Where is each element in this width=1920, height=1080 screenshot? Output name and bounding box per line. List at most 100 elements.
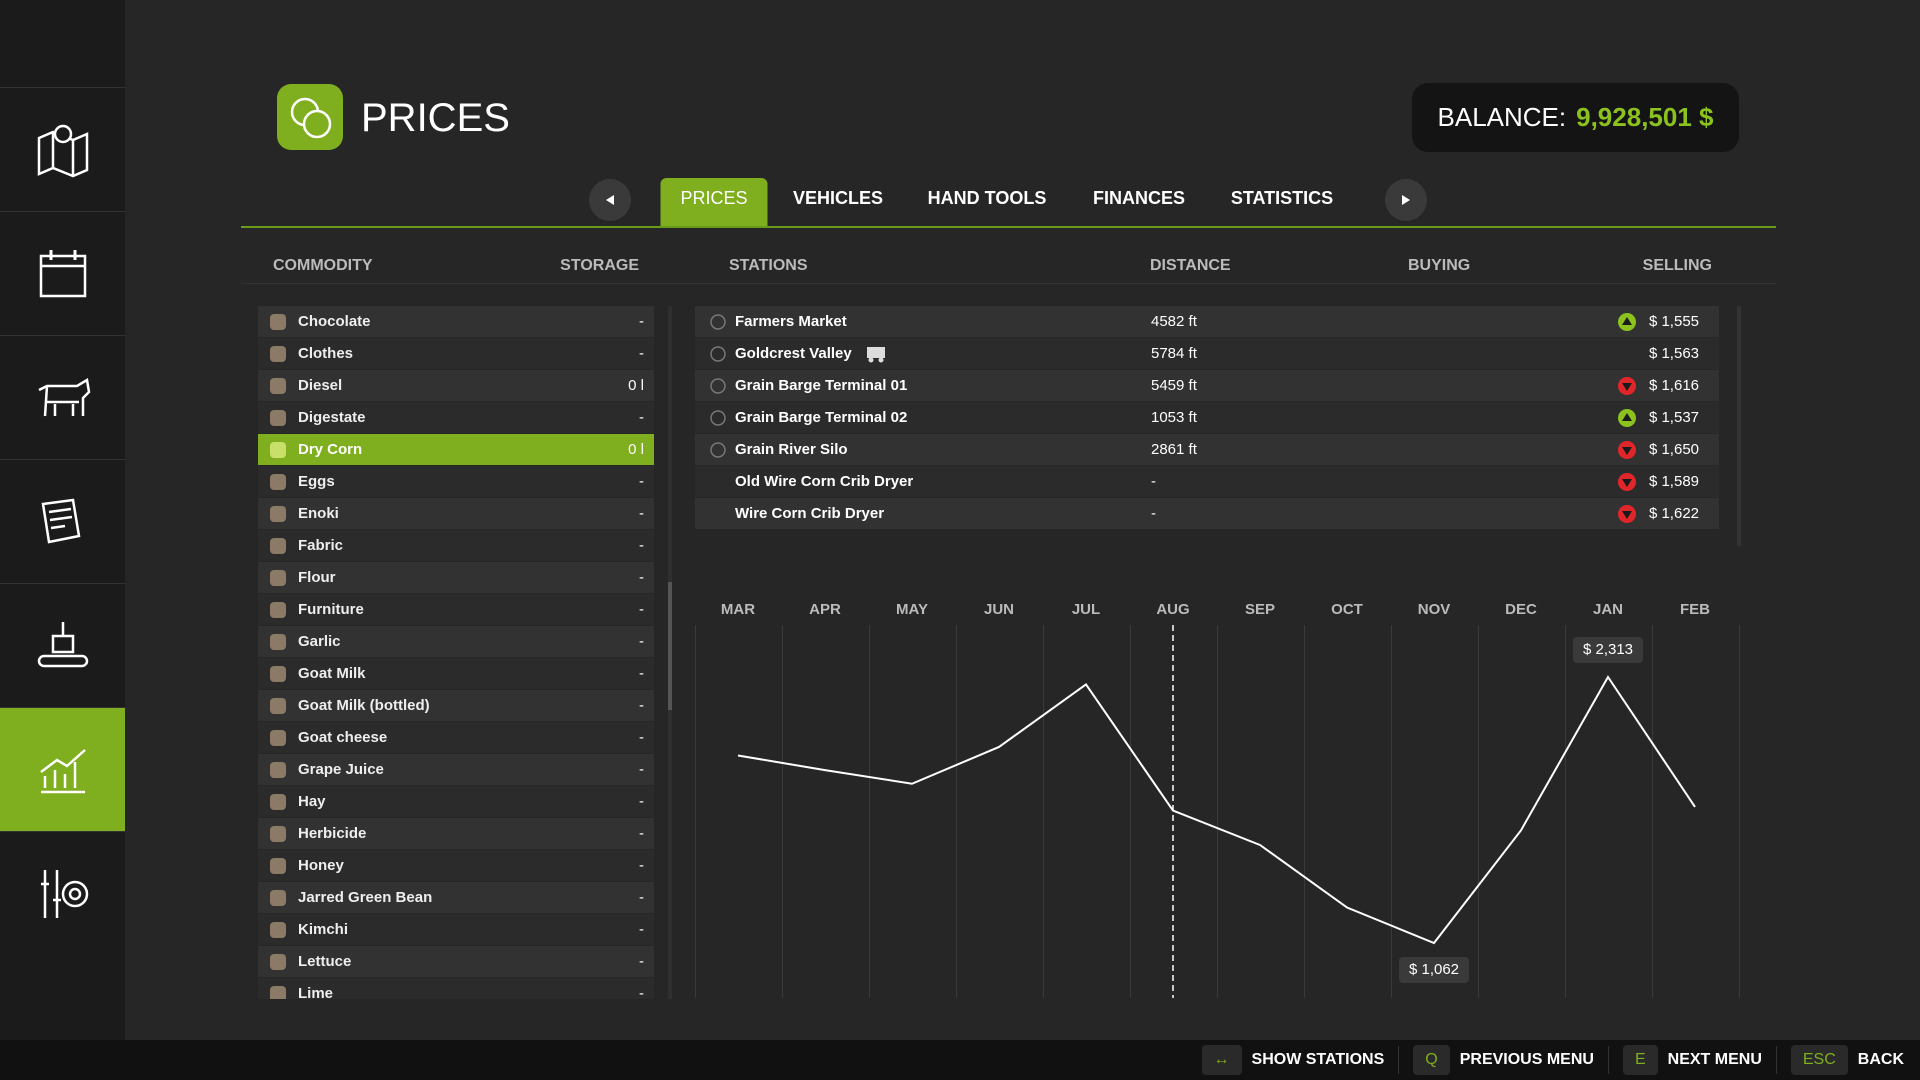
page-title: PRICES (361, 96, 510, 140)
month-label: APR (809, 601, 841, 618)
commodity-name: Hay (298, 793, 326, 810)
footer-action[interactable]: E NEXT MENU (1622, 1045, 1762, 1075)
animals-button[interactable] (0, 335, 125, 459)
commodity-row[interactable]: Eggs - (258, 466, 654, 497)
commodity-row[interactable]: Dry Corn 0 l (258, 434, 654, 465)
commodity-row[interactable]: Diesel 0 l (258, 370, 654, 401)
map-button[interactable] (0, 87, 125, 211)
footer-separator (1607, 1046, 1609, 1074)
tab[interactable]: STATISTICS (1230, 188, 1334, 208)
action-label: PREVIOUS MENU (1459, 1051, 1594, 1068)
scroll-thumb[interactable] (668, 582, 672, 710)
commodity-name: Diesel (298, 377, 343, 394)
price-line (737, 675, 1696, 945)
commodity-storage: - (639, 505, 644, 522)
contracts-icon (41, 498, 80, 543)
chart-icon (39, 748, 86, 793)
trend-icon (1618, 473, 1636, 491)
key-hint: E (1622, 1045, 1658, 1075)
commodity-row[interactable]: Goat Milk (bottled) - (258, 690, 654, 721)
commodity-row[interactable]: Goat cheese - (258, 722, 654, 753)
commodity-row[interactable]: Goat Milk - (258, 658, 654, 689)
commodity-row[interactable]: Clothes - (258, 338, 654, 369)
station-selling: $ 1,589 (1648, 473, 1699, 490)
settings-button[interactable] (0, 831, 125, 955)
commodity-storage: - (639, 857, 644, 874)
commodity-row[interactable]: Herbicide - (258, 818, 654, 849)
station-icon-ring (710, 346, 726, 362)
station-row: Grain Barge Terminal 02 1053 ft $ 1,537 (695, 402, 1719, 433)
footer-action[interactable]: ESC BACK (1790, 1045, 1904, 1075)
commodity-icon (270, 506, 286, 522)
commodity-icon (270, 378, 286, 394)
key-hint: Q (1413, 1045, 1450, 1075)
commodity-row[interactable]: Chocolate - (258, 306, 654, 337)
station-row: Old Wire Corn Crib Dryer - $ 1,589 (695, 466, 1719, 497)
next-tab-button[interactable] (1384, 178, 1428, 222)
commodity-row[interactable]: Kimchi - (258, 914, 654, 945)
commodity-row[interactable]: Jarred Green Bean - (258, 882, 654, 913)
commodity-icon (270, 634, 286, 650)
prices-button[interactable] (0, 707, 125, 831)
commodity-storage: - (639, 953, 644, 970)
tab[interactable]: HAND TOOLS (927, 188, 1047, 208)
commodity-row[interactable]: Enoki - (258, 498, 654, 529)
commodity-icon (270, 794, 286, 810)
commodity-icon (270, 538, 286, 554)
trend-icon (1618, 505, 1636, 523)
station-distance: - (1151, 505, 1156, 522)
commodity-name: Eggs (298, 473, 335, 490)
prev-tab-button[interactable] (588, 178, 632, 222)
commodity-row[interactable]: Lime - (258, 978, 654, 999)
commodity-row[interactable]: Lettuce - (258, 946, 654, 977)
action-label: NEXT MENU (1667, 1051, 1762, 1068)
commodity-row[interactable]: Hay - (258, 786, 654, 817)
calendar-icon (39, 249, 86, 297)
commodity-icon (270, 730, 286, 746)
tab[interactable]: FINANCES (1092, 188, 1186, 208)
tab[interactable]: PRICES (660, 178, 768, 226)
production-icon (37, 621, 88, 667)
month-label: DEC (1505, 601, 1537, 618)
station-icon-ring (710, 442, 726, 458)
commodity-row[interactable]: Garlic - (258, 626, 654, 657)
trend-arrow (1622, 383, 1632, 391)
storage-header: STORAGE (560, 257, 639, 274)
station-distance: 2861 ft (1151, 441, 1197, 458)
station-selling: $ 1,650 (1648, 441, 1699, 458)
commodity-name: Fabric (298, 537, 344, 554)
key-hint: ↔ (1201, 1045, 1242, 1075)
commodity-row[interactable]: Flour - (258, 562, 654, 593)
trend-icon (1618, 313, 1636, 331)
commodity-name: Garlic (298, 633, 341, 650)
commodity-name: Chocolate (298, 313, 371, 330)
value-label: $ 2,313 (1583, 641, 1633, 658)
key-hint: ESC (1790, 1045, 1848, 1075)
trend-arrow (1622, 479, 1632, 487)
rail-icon (867, 347, 885, 363)
production-button[interactable] (0, 583, 125, 707)
list-scrollbar (668, 306, 672, 999)
footer-action[interactable]: Q PREVIOUS MENU (1413, 1045, 1594, 1075)
contracts-button[interactable] (0, 459, 125, 583)
commodity-storage: - (639, 793, 644, 810)
station-name: Farmers Market (735, 313, 847, 330)
commodity-row[interactable]: Honey - (258, 850, 654, 881)
map-icon (37, 124, 88, 177)
commodity-name: Grape Juice (298, 761, 384, 778)
action-label: BACK (1857, 1051, 1904, 1068)
calendar-button[interactable] (0, 211, 125, 335)
commodity-row[interactable]: Fabric - (258, 530, 654, 561)
commodity-row[interactable]: Digestate - (258, 402, 654, 433)
tab[interactable]: VEHICLES (792, 188, 884, 208)
balance-value: 9,928,501 $ (1576, 102, 1714, 132)
value-label: $ 1,062 (1409, 961, 1459, 978)
footer-action[interactable]: ↔ SHOW STATIONS (1201, 1045, 1384, 1075)
commodity-row[interactable]: Furniture - (258, 594, 654, 625)
commodity-row[interactable]: Grape Juice - (258, 754, 654, 785)
station-selling: $ 1,537 (1648, 409, 1699, 426)
commodity-name: Goat Milk (298, 665, 366, 682)
commodity-name: Dry Corn (298, 441, 363, 458)
commodity-icon (270, 602, 286, 618)
commodity-name: Kimchi (298, 921, 349, 938)
